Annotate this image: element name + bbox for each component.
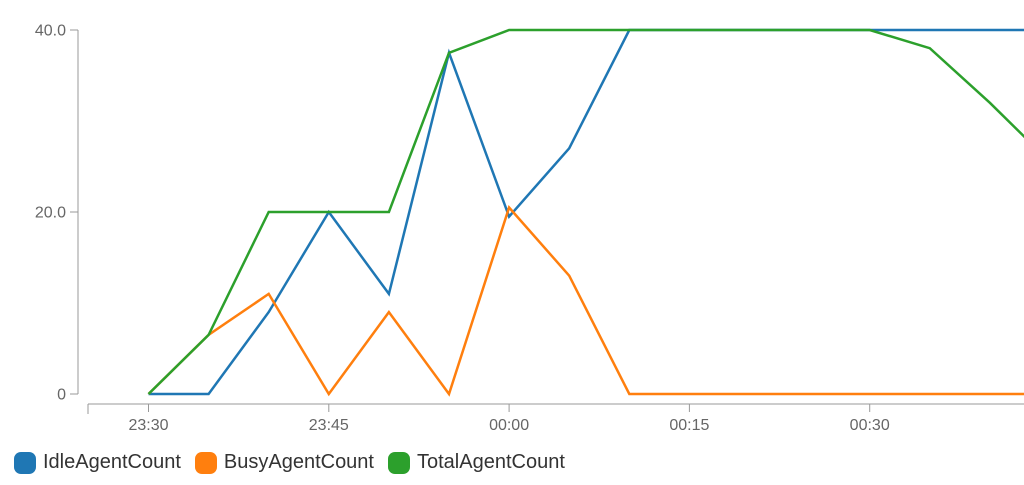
legend-swatch	[194, 451, 217, 474]
series-line-idleagentcount	[148, 28, 1024, 396]
x-tick-label: 00:15	[669, 417, 709, 434]
legend-item-idleagentcount[interactable]: IdleAgentCount	[14, 451, 181, 474]
y-tick-label: 20.0	[35, 205, 66, 222]
legend: IdleAgentCount BusyAgentCount TotalAgentCo…	[14, 451, 579, 474]
legend-label: BusyAgentCount	[223, 451, 374, 473]
legend-label: IdleAgentCount	[43, 451, 181, 473]
y-tick-label: 40.0	[35, 23, 66, 40]
legend-swatch	[14, 451, 36, 474]
series-line-busyagentcount	[147, 205, 1024, 397]
x-tick-label: 23:45	[309, 417, 349, 434]
series-lines	[147, 28, 1024, 397]
x-tick-label: 23:30	[128, 417, 168, 434]
legend-item-totalagentcount[interactable]: TotalAgentCount	[388, 451, 565, 474]
x-tick-label: 00:00	[489, 417, 529, 434]
line-chart: 0 20.0 40.0 23:30 23:45 00:00 00:15 00:30	[35, 23, 1024, 434]
series-line-totalagentcount	[147, 28, 1024, 395]
x-tick-label: 00:30	[850, 417, 890, 434]
legend-label: TotalAgentCount	[417, 451, 565, 473]
legend-item-busyagentcount[interactable]: BusyAgentCount	[194, 451, 374, 474]
y-tick-label: 0	[57, 387, 66, 404]
x-axis: 23:30 23:45 00:00 00:15 00:30	[87, 403, 1024, 434]
legend-swatch	[388, 451, 410, 474]
y-axis: 0 20.0 40.0	[35, 23, 79, 404]
